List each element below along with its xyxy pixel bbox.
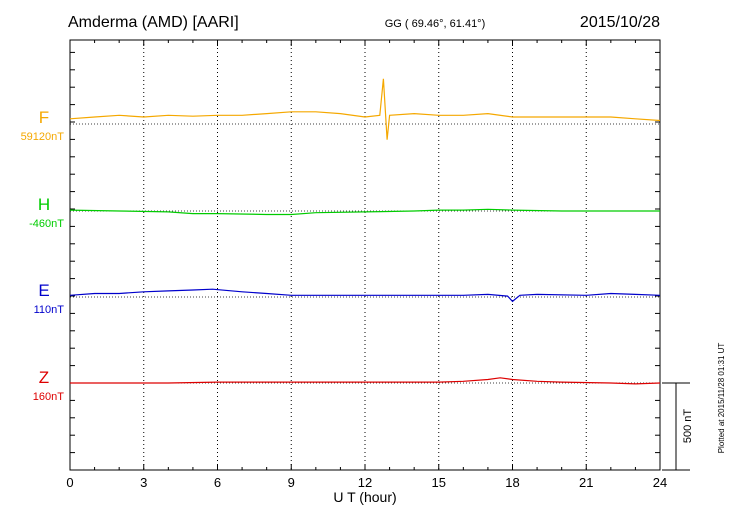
series-baseline-H: -460nT bbox=[29, 218, 64, 230]
series-baseline-F: 59120nT bbox=[21, 131, 65, 143]
x-tick-label-24: 24 bbox=[653, 475, 667, 490]
x-tick-label-12: 12 bbox=[358, 475, 372, 490]
scale-bar: 500 nT bbox=[662, 382, 694, 471]
station-title: Amderma (AMD) [AARI] bbox=[68, 14, 239, 31]
x-tick-label-9: 9 bbox=[288, 475, 295, 490]
x-tick-label-18: 18 bbox=[505, 475, 519, 490]
x-tick-label-0: 0 bbox=[66, 475, 73, 490]
plotted-at-note: Plotted at 2015/11/28 01:31 UT bbox=[717, 343, 726, 454]
trace-F bbox=[69, 78, 661, 140]
x-tick-label-21: 21 bbox=[579, 475, 593, 490]
grid-lines bbox=[143, 40, 587, 470]
series-name-E: E bbox=[38, 281, 49, 300]
x-tick-labels: 0 3 6 9 12 15 18 21 24 bbox=[66, 475, 667, 490]
series-name-F: F bbox=[39, 108, 49, 127]
trace-E bbox=[69, 288, 661, 303]
series-name-H: H bbox=[38, 195, 50, 214]
x-tick-label-3: 3 bbox=[140, 475, 147, 490]
scale-bar-label: 500 nT bbox=[682, 409, 694, 444]
trace-Z bbox=[70, 377, 661, 385]
x-axis-label: U T (hour) bbox=[333, 489, 396, 505]
series-baseline-Z: 160nT bbox=[33, 391, 64, 403]
trace-H bbox=[69, 208, 660, 216]
series-baseline-E: 110nT bbox=[34, 304, 65, 316]
component-traces bbox=[69, 78, 661, 385]
series-name-Z: Z bbox=[39, 368, 49, 387]
station-coordinates: GG ( 69.46°, 61.41°) bbox=[385, 18, 486, 30]
series-labels: F 59120nT H -460nT E 110nT Z 160nT bbox=[21, 108, 65, 403]
x-tick-label-15: 15 bbox=[432, 475, 446, 490]
chart-date: 2015/10/28 bbox=[580, 14, 660, 31]
x-tick-label-6: 6 bbox=[214, 475, 221, 490]
